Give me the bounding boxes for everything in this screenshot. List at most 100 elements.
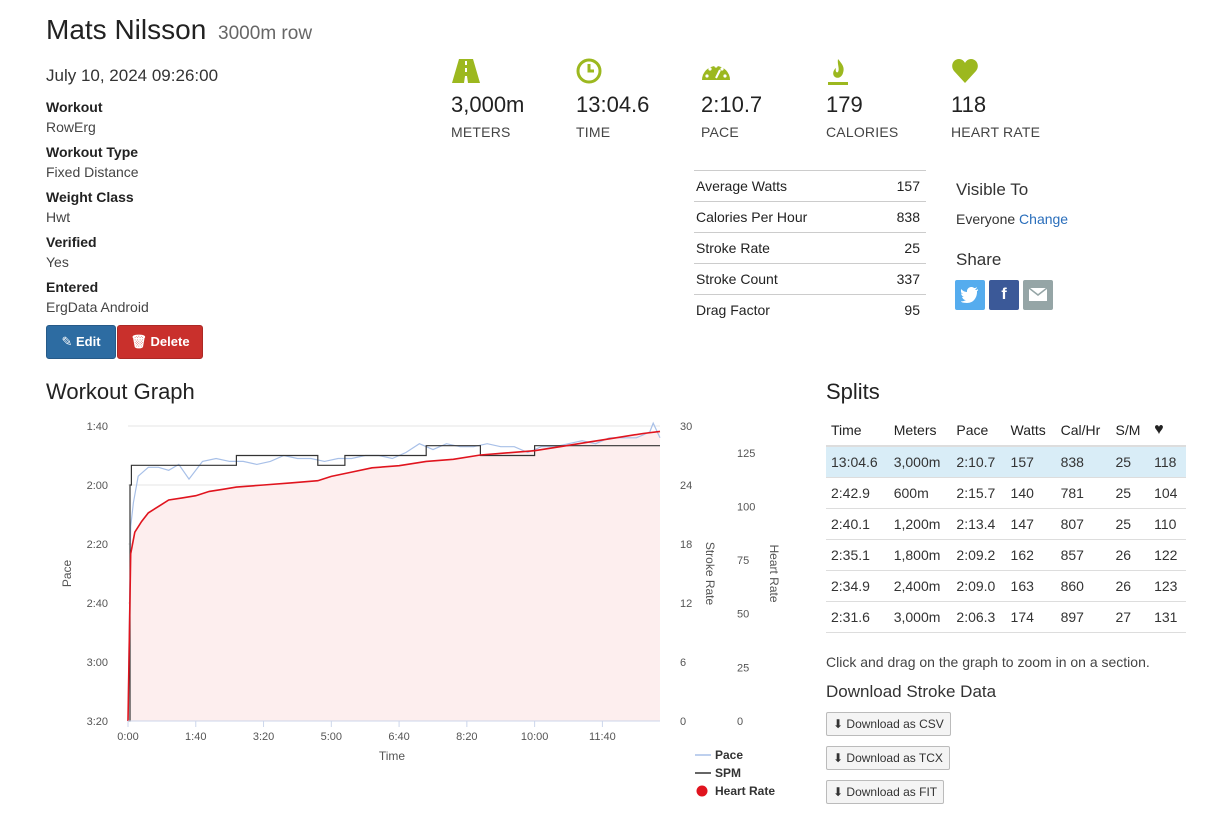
y-left-tick-label: 2:40 [87,598,108,610]
col-time: Time [826,414,889,447]
x-tick-label: 0:00 [117,731,138,743]
pencil-icon: ✎ [61,334,73,349]
download-tcx-button[interactable]: ⬇ Download as TCX [826,746,950,770]
col-sm: S/M [1110,414,1150,447]
split-cell: 2:13.4 [951,508,1006,540]
y-left-tick-label: 3:00 [87,657,108,669]
facebook-share-button[interactable]: f [989,280,1019,310]
split-row: 2:31.6 3,000m 2:06.3 174 897 27 131 [826,601,1186,633]
y-right1-tick-label: 12 [680,598,692,610]
split-cell: 162 [1005,539,1056,571]
stat-time: 13:04.6 TIME [576,58,649,140]
y-left-tick-label: 3:20 [87,716,108,728]
x-tick-label: 1:40 [185,731,206,743]
detail-label: Drag Factor [694,294,877,325]
legend-label: Pace [715,748,743,762]
stat-label: METERS [451,124,511,140]
split-cell: 838 [1055,446,1111,478]
y-right2-tick-label: 100 [737,501,755,513]
x-axis-label: Time [379,749,406,763]
split-cell: 118 [1149,446,1186,478]
page-title: Mats Nilsson 3000m row [46,14,312,46]
split-cell: 3,000m [888,601,952,633]
split-cell: 1,200m [888,508,952,540]
legend-heart-rate-swatch [696,785,708,797]
y-right2-axis-label: Heart Rate [767,544,781,602]
meta-value: Yes [46,254,69,270]
visibility-value: Everyone Change [956,211,1068,227]
split-cell: 13:04.6 [826,446,889,478]
delete-label: Delete [150,334,190,349]
y-left-tick-label: 1:40 [87,421,108,433]
download-title: Download Stroke Data [826,682,997,701]
split-cell: 157 [1005,446,1056,478]
share-title: Share [956,250,1002,269]
meta-value: Hwt [46,209,71,225]
detail-row: Calories Per Hour 838 [694,201,926,233]
meta-label: Weight Class [46,189,134,205]
split-cell: 26 [1110,539,1150,571]
download-icon: ⬇ [833,751,844,765]
split-row: 2:35.1 1,800m 2:09.2 162 857 26 122 [826,539,1186,571]
twitter-icon [960,287,978,303]
split-cell: 122 [1149,539,1186,571]
detail-label: Stroke Rate [694,232,877,264]
split-cell: 2:34.9 [826,570,889,602]
split-cell: 3,000m [888,446,952,478]
delete-button[interactable]: 🗑 Delete [117,325,203,359]
col-meters: Meters [888,414,952,447]
col-cal-hr: Cal/Hr [1055,414,1111,447]
download-fit-button[interactable]: ⬇ Download as FIT [826,780,945,804]
detail-value: 157 [876,170,926,202]
download-icon: ⬇ [833,785,844,799]
splits-table: Time Meters Pace Watts Cal/Hr S/M ♥ 13:0… [826,414,1186,633]
split-cell: 110 [1149,508,1186,540]
splits-header-row: Time Meters Pace Watts Cal/Hr S/M ♥ [826,414,1186,447]
y-right2-tick-label: 25 [737,662,749,674]
workout-chart[interactable]: 0:00 1:40 3:20 5:00 6:40 8:20 10:00 11:40 Time 1:… [40,410,800,810]
col-watts: Watts [1005,414,1056,447]
y-right2-tick-label: 50 [737,609,749,621]
split-cell: 26 [1110,570,1150,602]
edit-button[interactable]: ✎ Edit [46,325,116,359]
detail-value: 95 [876,294,926,325]
split-cell: 147 [1005,508,1056,540]
trash-icon: 🗑 [130,334,147,349]
y-left-tick-label: 2:20 [87,539,108,551]
x-tick-label: 5:00 [321,731,342,743]
meta-value: RowErg [46,119,96,135]
download-csv-button[interactable]: ⬇ Download as CSV [826,712,951,736]
split-row: 2:40.1 1,200m 2:13.4 147 807 25 110 [826,508,1186,540]
split-cell: 163 [1005,570,1056,602]
detail-row: Stroke Rate 25 [694,232,926,264]
twitter-share-button[interactable] [955,280,985,310]
y-left-axis-label: Pace [60,560,74,588]
split-cell: 2:15.7 [951,477,1006,509]
y-right2-tick-label: 125 [737,448,755,460]
workout-meta: Workout RowErg Workout Type Fixed Distan… [46,97,149,322]
split-cell: 2,400m [888,570,952,602]
edit-label: Edit [75,334,101,349]
stat-label: TIME [576,124,611,140]
split-cell: 2:09.2 [951,539,1006,571]
workout-date: July 10, 2024 09:26:00 [46,66,219,85]
flame-icon [826,58,898,86]
email-share-button[interactable] [1023,280,1053,310]
heart-rate-area [128,431,660,721]
y-right1-tick-label: 18 [680,539,692,551]
split-row: 2:42.9 600m 2:15.7 140 781 25 104 [826,477,1186,509]
series-line-heart-rate [127,430,661,722]
split-cell: 25 [1110,446,1150,478]
speedometer-icon [701,58,762,86]
y-right2-tick-label: 75 [737,555,749,567]
stat-value: 13:04.6 [576,92,650,117]
split-cell: 2:06.3 [951,601,1006,633]
workout-graph-title: Workout Graph [46,379,195,404]
x-tick-label: 11:40 [589,731,616,743]
split-cell: 131 [1149,601,1186,633]
clock-icon [576,58,649,86]
split-cell: 860 [1055,570,1111,602]
split-cell: 2:40.1 [826,508,889,540]
email-icon [1028,287,1048,301]
change-visibility-link[interactable]: Change [1019,211,1069,227]
